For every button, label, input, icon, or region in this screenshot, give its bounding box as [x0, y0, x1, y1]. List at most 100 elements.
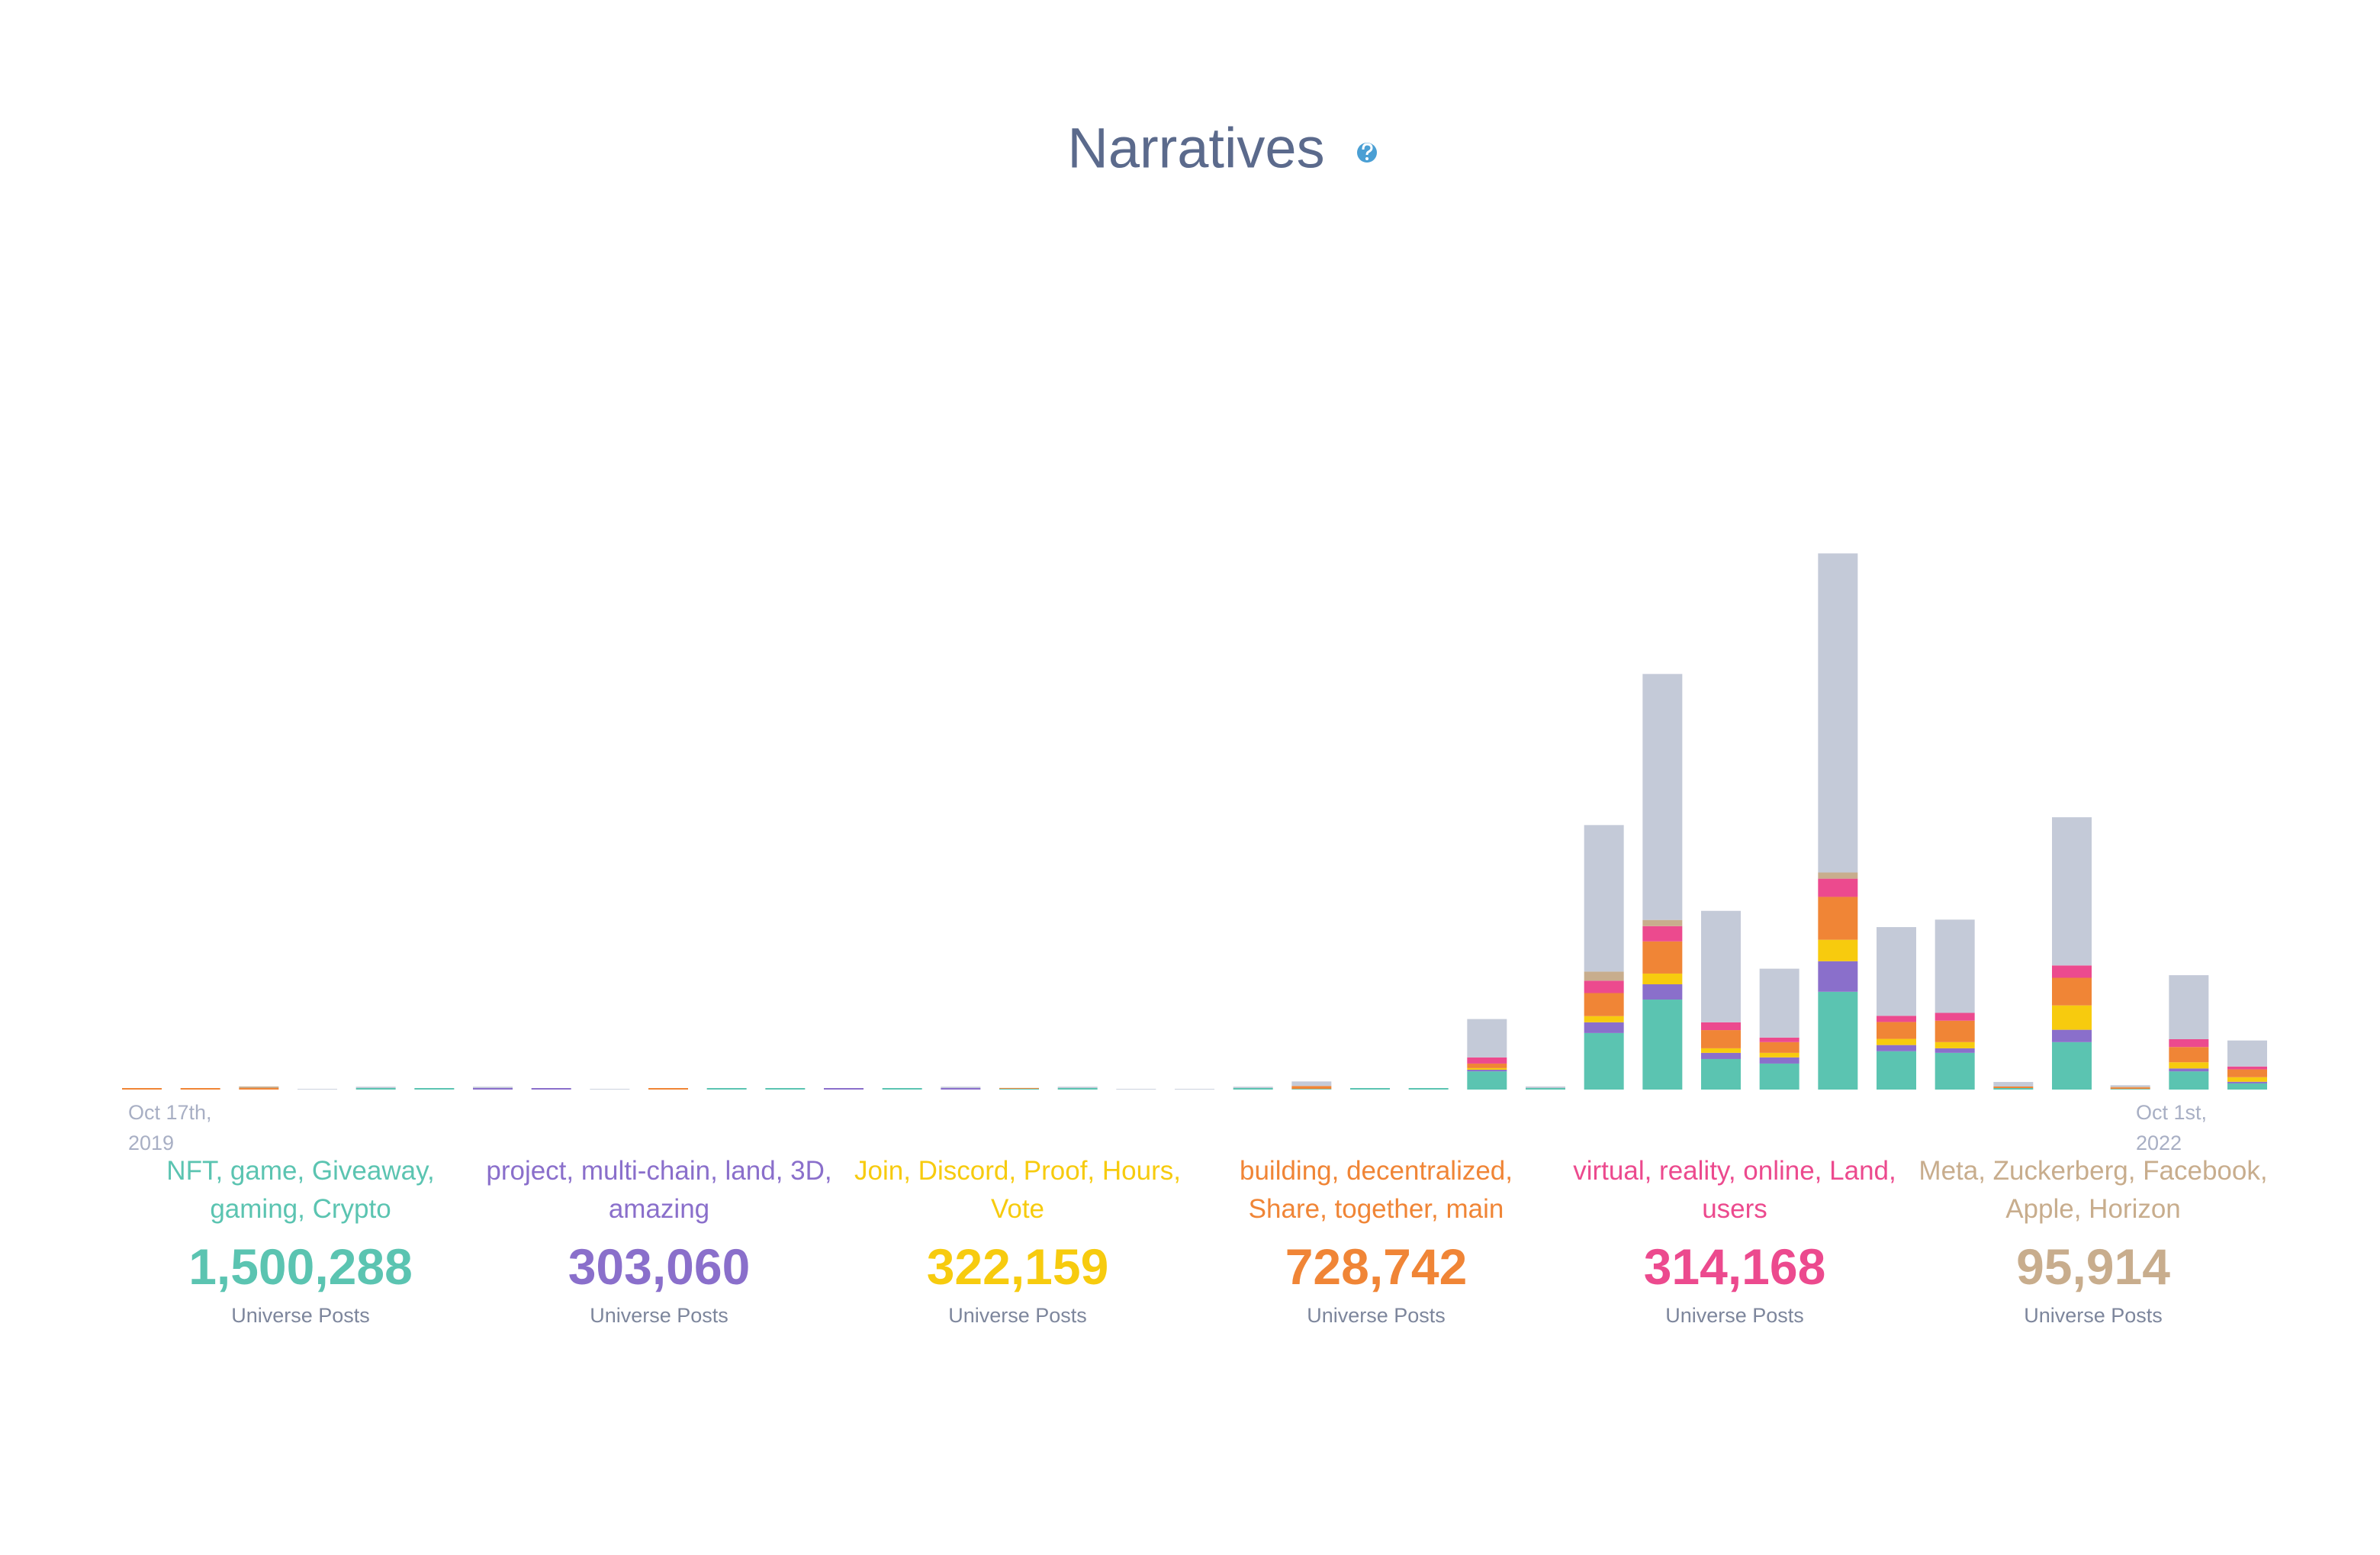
bar-segment: [2227, 1066, 2267, 1070]
chart-title: Narratives: [1067, 117, 1324, 180]
bar-segment: [999, 1087, 1039, 1089]
bar-segment: [1818, 961, 1858, 992]
bar-segment: [1759, 1057, 1799, 1064]
bar-segment: [1993, 1082, 2034, 1087]
bar-segment: [1877, 1038, 1916, 1045]
legend-total: 322,159: [926, 1238, 1109, 1295]
bar-segment: [2227, 1040, 2267, 1067]
bar-segment: [2227, 1083, 2267, 1090]
bar-segment: [2169, 1047, 2209, 1063]
bar-segment: [1584, 993, 1624, 1016]
bar-segment: [1584, 1032, 1624, 1090]
bar-segment: [1935, 1041, 1975, 1048]
legend-item: Meta, Zuckerberg, Facebook, Apple, Horiz…: [1918, 1152, 2269, 1331]
bar-segment: [531, 1087, 571, 1090]
bar-segment: [1642, 674, 1683, 920]
bar-segment: [2169, 975, 2209, 1039]
bar-segment: [1701, 1052, 1741, 1059]
bar-segment: [2052, 1041, 2092, 1090]
bar-segment: [1935, 1052, 1975, 1090]
bar-segment: [473, 1087, 513, 1090]
bar-segment: [1877, 1022, 1916, 1039]
bar-segment: [1935, 1048, 1975, 1053]
bar-segment: [1057, 1087, 1098, 1088]
legend-unit: Universe Posts: [231, 1304, 370, 1327]
bar-segment: [2227, 1069, 2267, 1077]
bar-segment: [1526, 1087, 1565, 1090]
bar-segment: [765, 1087, 806, 1090]
bar-segment: [2169, 1068, 2209, 1072]
legend-label: building, decentralized, Share, together…: [1239, 1156, 1513, 1224]
bar-segment: [648, 1087, 688, 1090]
legend-item: virtual, reality, online, Land, users 314…: [1559, 1152, 1910, 1331]
bar-segment: [122, 1087, 162, 1090]
legend-item: Join, Discord, Proof, Hours, Vote 322,159…: [842, 1152, 1193, 1331]
bar-segment: [1642, 984, 1683, 1000]
bar-segment: [1057, 1087, 1098, 1090]
bar-segment: [999, 1088, 1039, 1090]
legend-label: project, multi-chain, land, 3D, amazing: [486, 1156, 832, 1224]
legend-item: building, decentralized, Share, together…: [1201, 1152, 1552, 1331]
legend-unit: Universe Posts: [1307, 1304, 1446, 1327]
bar-segment: [2110, 1085, 2150, 1087]
bar-segment: [2110, 1089, 2150, 1090]
bar-segment: [1467, 1057, 1507, 1064]
bar-segment: [882, 1087, 922, 1090]
bar-segment: [2052, 977, 2092, 1006]
bar-segment: [1350, 1087, 1390, 1090]
bar-segment: [1467, 1070, 1507, 1072]
bar-segment: [1818, 939, 1858, 961]
bar-segment: [1642, 973, 1683, 985]
legend-total: 314,168: [1643, 1238, 1826, 1295]
legend-label: Meta, Zuckerberg, Facebook, Apple, Horiz…: [1918, 1156, 2268, 1224]
bar-segment: [473, 1087, 513, 1088]
bar-segment: [1642, 1000, 1683, 1090]
bar-segment: [2169, 1071, 2209, 1090]
bar-segment: [1584, 980, 1624, 993]
bar-segment: [1642, 926, 1683, 942]
bar-segment: [1467, 1019, 1507, 1058]
bar-segment: [2227, 1081, 2267, 1083]
bar-segment: [355, 1087, 396, 1090]
bar-segment: [1877, 1016, 1916, 1022]
bar-segment: [298, 1089, 337, 1090]
x-tick-label: Oct 17th, 2019: [128, 1101, 212, 1154]
bar-segment: [1175, 1089, 1214, 1090]
bar-segment: [590, 1089, 630, 1090]
bar-segment: [180, 1087, 220, 1090]
bar-segment: [1818, 897, 1858, 940]
bar-segment: [1701, 1048, 1741, 1053]
bar-segment: [1935, 1020, 1975, 1042]
bar-segment: [2052, 817, 2092, 966]
bar-segment: [2052, 1005, 2092, 1030]
bar-segment: [941, 1087, 981, 1088]
bar-segment: [1759, 1063, 1799, 1090]
help-icon: [1357, 143, 1377, 163]
bar-segment: [1818, 878, 1858, 897]
bar-segment: [1642, 941, 1683, 974]
bar-segment: [1877, 1045, 1916, 1051]
bar-segment: [239, 1087, 279, 1090]
bar-segment: [1818, 872, 1858, 879]
bar-segment: [1759, 1037, 1799, 1042]
legend-total: 95,914: [2016, 1238, 2170, 1295]
bar-segment: [1291, 1089, 1332, 1090]
bar-segment: [1701, 1022, 1741, 1031]
legend-unit: Universe Posts: [590, 1304, 728, 1327]
bar-segment: [2169, 1038, 2209, 1048]
bar-segment: [1935, 919, 1975, 1013]
bar-segment: [1877, 927, 1916, 1016]
bar-segment: [1701, 1058, 1741, 1090]
bar-segment: [1701, 910, 1741, 1022]
x-tick-label: Oct 1st, 2022: [2136, 1101, 2208, 1154]
bar-segment: [1759, 1041, 1799, 1053]
legend-unit: Universe Posts: [2024, 1304, 2163, 1327]
bar-segment: [1291, 1081, 1332, 1087]
bar-segment: [1759, 968, 1799, 1038]
bar-segment: [1993, 1086, 2034, 1088]
bar-segment: [239, 1086, 279, 1088]
bar-segment: [706, 1087, 747, 1090]
bar-segment: [2110, 1087, 2150, 1090]
